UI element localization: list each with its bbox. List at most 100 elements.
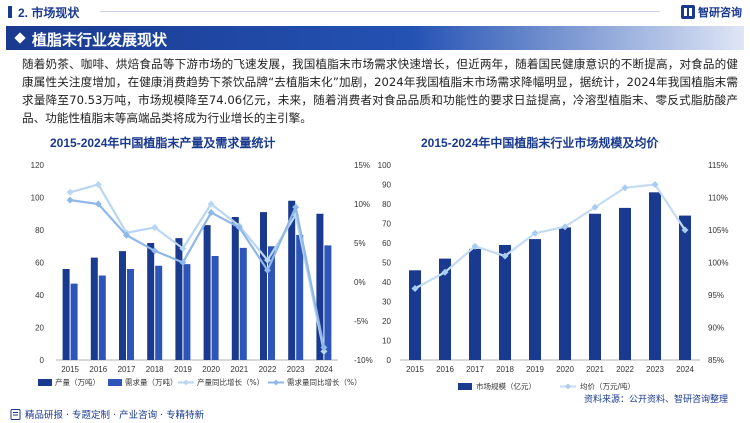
point-demand-growth [264,266,271,274]
report-icon [10,408,21,420]
legend-swatch [108,379,122,386]
point-average-price [441,268,449,276]
legend-label: 均价（万元/吨） [580,381,635,391]
y-left-tick-label: 40 [35,291,44,300]
x-tick-label: 2018 [146,365,164,374]
point-production-growth [179,244,187,252]
x-tick-label: 2015 [406,365,424,374]
y-left-tick-label: 70 [382,220,391,229]
bar-production [175,238,183,360]
bar-market-size [619,207,631,360]
y-right-tick-label: 110% [708,194,728,203]
section-title: 2. 市场现状 [18,6,80,20]
y-left-tick-label: 50 [382,259,391,268]
top-bar: 2. 市场现状 智研咨询 [0,0,750,24]
x-tick-label: 2021 [230,365,248,374]
point-demand-growth [292,203,300,211]
y-left-tick-label: 100 [378,161,392,170]
point-average-price [591,203,599,211]
footer-text: 精品研报 · 专题定制 · 产业咨询 · 专精特新 [25,410,205,421]
legend-label: 产量（万吨） [55,377,100,387]
bar-market-size [409,270,421,360]
y-left-tick-label: 10 [382,337,391,346]
legend-label: 需求量（万吨） [125,377,178,387]
legend-swatch [458,383,472,390]
legend-swatch [38,379,52,386]
y-left-tick-label: 60 [35,259,44,268]
bar-market-size [469,248,481,360]
y-right-tick-label: 0% [354,278,366,287]
market-size-price-chart: 0 10 20 30 40 50 60 70 80 90 100 85% 90% 95% 100% 105% 1… [378,161,729,391]
bar-demand [239,247,247,360]
x-tick-label: 2022 [259,365,277,374]
x-tick-label: 2018 [496,365,514,374]
point-average-price [411,285,419,292]
point-demand-growth [123,231,130,239]
point-production-growth [151,223,159,231]
bar-market-size [649,192,661,360]
bar-production [147,243,155,360]
x-tick-label: 2020 [202,365,220,374]
legend-label: 需求量同比增长（%） [287,377,362,387]
bar-market-size [559,227,571,360]
x-tick-label: 2015 [61,365,79,374]
y-left-tick-label: 0 [40,356,45,365]
y-left-tick-label: 20 [382,317,391,326]
y-left-tick-label: 90 [382,181,391,190]
footer-tagline: 精品研报 · 专题定制 · 产业咨询 · 专精特新 [10,407,204,421]
bar-market-size [439,258,451,360]
point-production-growth [66,188,74,196]
brand-logo: 智研咨询 [681,4,742,20]
bar-demand [98,275,106,360]
bar-demand [211,256,219,360]
x-tick-label: 2019 [174,365,192,374]
y-right-tick-label: -5% [354,317,368,326]
bar-market-size [499,244,511,360]
y-left-tick-label: 30 [382,298,391,307]
point-demand-growth [320,344,328,352]
point-demand-growth [94,200,102,208]
legend-marker [183,379,189,386]
legend-marker [565,383,571,390]
logo-text: 智研咨询 [698,7,742,19]
bar-market-size [679,215,691,360]
header-divider [100,11,660,12]
bar-production [119,251,126,360]
point-average-price [501,252,509,260]
y-right-tick-label: 85% [708,356,724,365]
point-average-price [531,229,539,237]
point-production-growth [264,256,271,264]
y-left-tick-label: 80 [382,200,391,209]
x-tick-label: 2016 [436,365,454,374]
x-tick-label: 2023 [646,365,664,374]
point-average-price [651,181,659,188]
point-demand-growth [179,259,187,266]
legend-marker [273,379,279,386]
bar-production [62,269,70,360]
page-title: 植脂末行业发展现状 [32,32,168,49]
point-production-growth [320,347,328,355]
x-tick-label: 2024 [315,365,333,374]
production-demand-chart: 0 20 40 60 80 100 120 -10% -5% 0% 5% 10% 15% 2015 2016… [31,161,373,387]
point-average-price [471,242,479,250]
point-demand-growth [66,196,74,204]
y-left-tick-label: 20 [35,324,44,333]
y-left-tick-label: 100 [31,194,45,203]
zhiyan-logo-icon [681,5,695,19]
y-right-tick-label: 15% [354,161,370,170]
y-left-tick-label: 60 [382,239,391,248]
bar-demand [127,269,134,360]
x-tick-label: 2022 [616,365,634,374]
bar-demand [268,246,275,360]
point-average-price [681,226,689,234]
y-right-tick-label: 95% [708,291,724,300]
bar-production [90,257,98,360]
bar-market-size [529,239,541,360]
point-production-growth [207,200,215,208]
bar-production [260,212,267,360]
y-left-tick-label: 40 [382,278,391,287]
y-right-tick-label: 5% [354,239,366,248]
y-right-tick-label: 105% [708,226,728,235]
x-tick-label: 2024 [676,365,694,374]
y-right-tick-label: 115% [708,161,728,170]
